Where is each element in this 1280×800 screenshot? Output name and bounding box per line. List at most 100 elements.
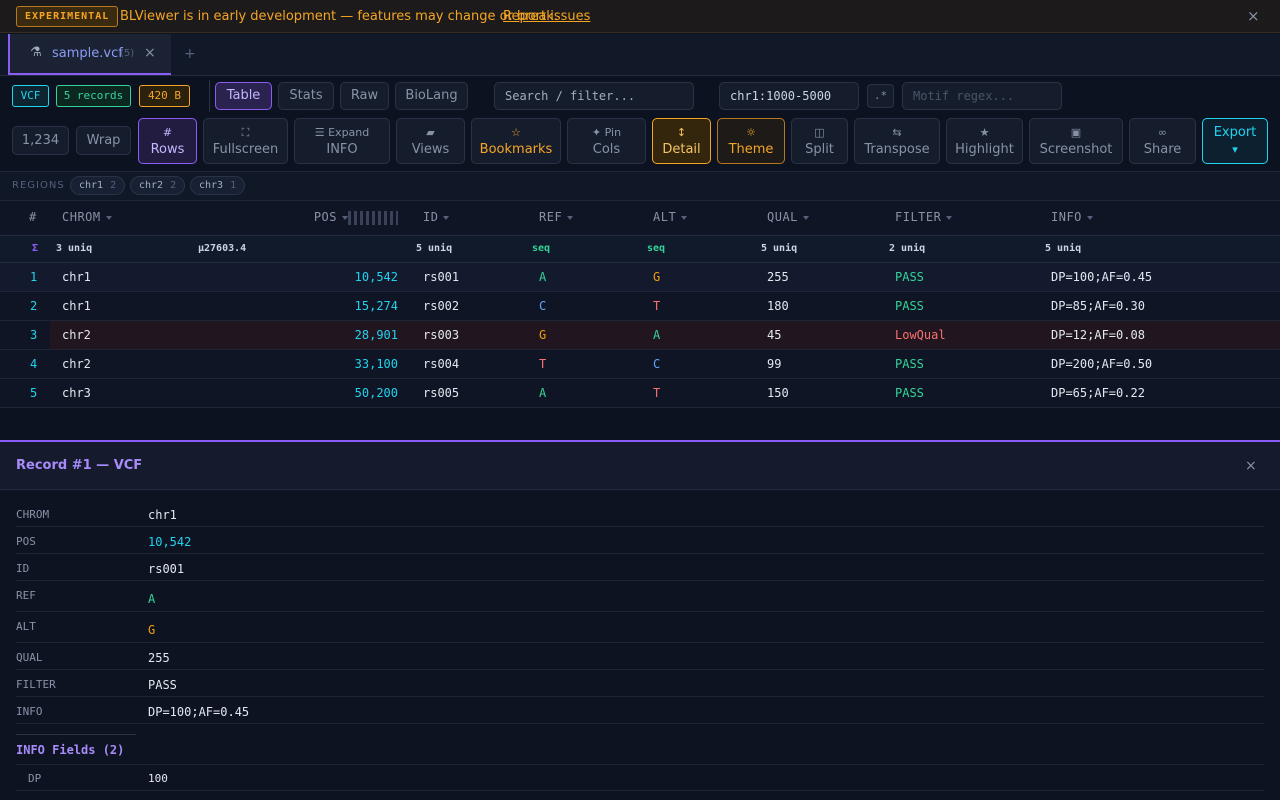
cell: rs001	[423, 270, 460, 284]
cell: 15,274	[354, 299, 398, 313]
column-header: #	[29, 210, 37, 224]
table-row[interactable]: 1 chr1 10,542 rs001 A G 255 PASS DP=100;AF=0.45	[0, 263, 1280, 292]
view-tab[interactable]: BioLang	[395, 82, 468, 110]
action-button[interactable]: ↕ Detail	[652, 118, 711, 164]
action-button[interactable]: ☆ Bookmarks	[471, 118, 561, 164]
view-tab[interactable]: Stats	[278, 82, 334, 110]
action-label: Views	[411, 142, 450, 157]
column-header[interactable]: CHROM	[62, 210, 112, 224]
table-row[interactable]: 5 chr3 50,200 rs005 A T 150 PASS DP=65;AF=0.22	[0, 379, 1280, 408]
action-button[interactable]: ★ Highlight	[946, 118, 1023, 164]
cell: PASS	[895, 270, 924, 284]
table-row[interactable]: 4 chr2 33,100 rs004 T C 99 PASS DP=200;AF=0.50	[0, 350, 1280, 379]
field-name: QUAL	[16, 651, 43, 664]
action-icon: ◫	[814, 126, 825, 139]
action-button[interactable]: ◫ Split	[791, 118, 848, 164]
action-button[interactable]: Export ▾	[1202, 118, 1268, 164]
detail-close[interactable]: ×	[1245, 458, 1257, 474]
field-value: A	[148, 592, 156, 606]
region-input[interactable]: chr1:1000-5000	[719, 82, 859, 110]
cell: 28,901	[354, 328, 398, 342]
column-header[interactable]: INFO	[1051, 210, 1093, 224]
banner-close[interactable]: ×	[1247, 7, 1260, 25]
cell: PASS	[895, 299, 924, 313]
action-label: Share	[1143, 142, 1182, 157]
column-header[interactable]: REF	[539, 210, 573, 224]
search-input[interactable]: Search / filter...	[494, 82, 694, 110]
cell: A	[653, 328, 661, 342]
cell: chr2	[62, 328, 91, 342]
region-name: chr2	[139, 180, 164, 191]
cell: 150	[767, 386, 789, 400]
region-chip[interactable]: chr2 2	[130, 176, 186, 195]
region-name: chr1	[79, 180, 104, 191]
experimental-badge: EXPERIMENTAL	[16, 6, 119, 27]
field-value: PASS	[148, 678, 177, 692]
column-header[interactable]: QUAL	[767, 210, 809, 224]
table-row[interactable]: 3 chr2 28,901 rs003 G A 45 LowQual DP=12;AF=0.08	[0, 321, 1280, 350]
action-label: Rows	[150, 142, 185, 157]
action-button[interactable]: ∞ Share	[1129, 118, 1196, 164]
cell: LowQual	[895, 328, 946, 342]
field-value: 255	[148, 651, 170, 665]
tab-close[interactable]: ×	[144, 45, 156, 61]
region-chip[interactable]: chr3 1	[190, 176, 246, 195]
cell: rs005	[423, 386, 460, 400]
action-label: Split	[805, 142, 834, 157]
tab[interactable]: ⚗ sample.vcf (5) ×	[8, 34, 171, 75]
summary-cell: 2 uniq	[889, 243, 926, 254]
action-icon: ✦ Pin	[591, 126, 622, 139]
view-tab[interactable]: Table	[215, 82, 272, 110]
action-button[interactable]: ☰ Expand INFO	[294, 118, 390, 164]
cell: 4	[30, 357, 38, 371]
column-header[interactable]: POS	[314, 210, 348, 224]
view-tab[interactable]: Raw	[340, 82, 389, 110]
action-button[interactable]: ☼ Theme	[717, 118, 785, 164]
report-link[interactable]: Report issues	[503, 9, 591, 24]
region-chip[interactable]: chr1 2	[70, 176, 126, 195]
action-label: Bookmarks	[479, 142, 553, 157]
detail-row	[16, 643, 1264, 670]
action-button[interactable]: ▣ Screenshot	[1029, 118, 1123, 164]
action-button[interactable]: ⇆ Transpose	[854, 118, 940, 164]
summary-cell: 5 uniq	[1045, 243, 1082, 254]
field-name: CHROM	[16, 508, 50, 521]
cell: DP=12;AF=0.08	[1051, 328, 1145, 342]
action-button[interactable]: 1,234	[12, 126, 69, 155]
action-button[interactable]: # Rows	[138, 118, 197, 164]
action-button[interactable]: ✦ Pin Cols	[567, 118, 646, 164]
action-icon: ☰ Expand	[314, 126, 370, 139]
cell: rs004	[423, 357, 460, 371]
action-button[interactable]: Wrap	[76, 126, 131, 155]
summary-cell: 3 uniq	[56, 243, 93, 254]
column-header[interactable]: ALT	[653, 210, 687, 224]
action-icon: ∞	[1157, 126, 1168, 139]
table-row[interactable]: 2 chr1 15,274 rs002 C T 180 PASS DP=85;AF=0.30	[0, 292, 1280, 321]
field-name: ALT	[16, 620, 36, 633]
action-label: Highlight	[955, 142, 1014, 157]
cell: 2	[30, 299, 38, 313]
motif-input[interactable]: Motif regex...	[902, 82, 1062, 110]
tab-bar	[0, 34, 1280, 76]
action-icon: ▰	[426, 126, 435, 139]
format-chip: VCF	[12, 85, 49, 107]
info-value: 100	[148, 772, 168, 785]
cell: T	[653, 299, 661, 313]
regex-toggle[interactable]: .*	[867, 84, 894, 108]
cell: C	[653, 357, 661, 371]
action-button[interactable]: ▰ Views	[396, 118, 465, 164]
field-value: 10,542	[148, 535, 192, 549]
column-header[interactable]: FILTER	[895, 210, 952, 224]
cell: 99	[767, 357, 782, 371]
action-button[interactable]: ⛶ Fullscreen	[203, 118, 288, 164]
field-value: G	[148, 623, 156, 637]
cell: G	[539, 328, 547, 342]
action-label: Screenshot	[1039, 142, 1113, 157]
region-count: 2	[110, 180, 117, 191]
column-header[interactable]: ID	[423, 210, 449, 224]
cell: T	[653, 386, 661, 400]
action-icon: ☆	[511, 126, 521, 139]
summary-cell: μ27603.4	[198, 243, 247, 254]
new-tab[interactable]: +	[184, 46, 196, 62]
